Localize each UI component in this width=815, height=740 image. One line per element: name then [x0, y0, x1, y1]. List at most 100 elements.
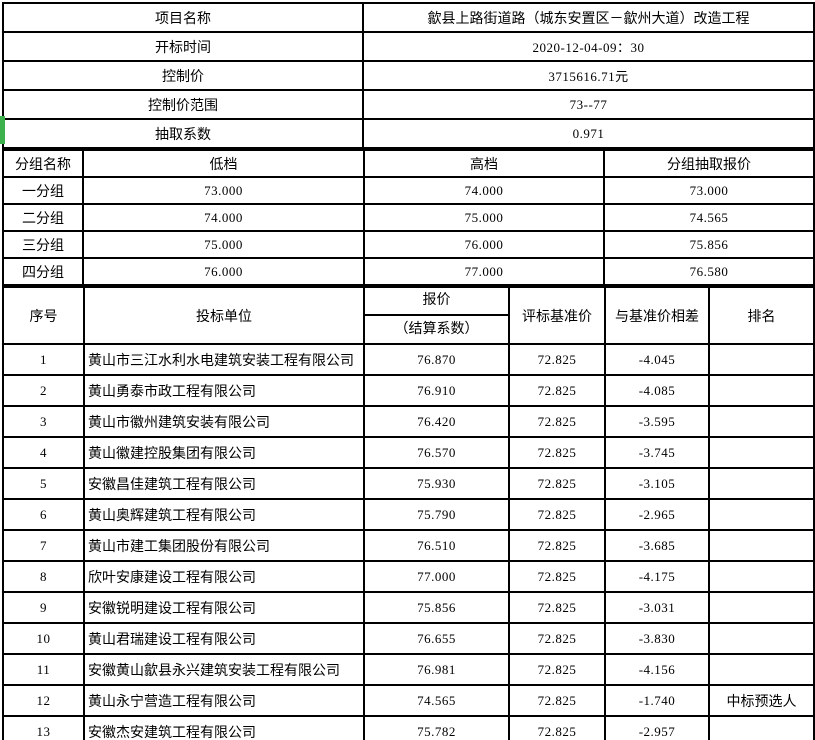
- bid-rank-cell: [708, 498, 815, 531]
- bid-base-cell: 72.825: [508, 684, 606, 717]
- bid-diff-cell: -3.830: [604, 622, 710, 655]
- group-header-extracted-quote: 分组抽取报价: [603, 149, 815, 178]
- bid-diff-cell: -4.175: [604, 560, 710, 593]
- bid-row-4: 4 黄山徽建控股集团有限公司 76.570 72.825 -3.745: [2, 436, 815, 469]
- bid-row-5: 5 安徽昌佳建筑工程有限公司 75.930 72.825 -3.105: [2, 467, 815, 500]
- bid-row-12: 12 黄山永宁营造工程有限公司 74.565 72.825 -1.740 中标预…: [2, 684, 815, 717]
- bid-diff-cell: -4.156: [604, 653, 710, 686]
- bid-base-cell: 72.825: [508, 560, 606, 593]
- bid-diff-cell: -3.031: [604, 591, 710, 624]
- bid-rank-cell: [708, 653, 815, 686]
- bid-company-cell: 黄山市三江水利水电建筑安装工程有限公司: [83, 343, 365, 376]
- info-row-control-price: 控制价 3715616.71元: [2, 60, 815, 91]
- bid-price-cell: 76.910: [363, 374, 510, 407]
- group-row-4: 四分组 76.000 77.000 76.580: [2, 257, 815, 286]
- bid-price-cell: 75.930: [363, 467, 510, 500]
- bid-diff-cell: -1.740: [604, 684, 710, 717]
- group-row-2: 二分组 74.000 75.000 74.565: [2, 203, 815, 232]
- group-row-3: 三分组 75.000 76.000 75.856: [2, 230, 815, 259]
- group-name-cell: 二分组: [2, 203, 84, 232]
- project-info-table: 项目名称 歙县上路街道路（城东安置区－歙州大道）改造工程 开标时间 2020-1…: [2, 2, 815, 149]
- info-value-project-name: 歙县上路街道路（城东安置区－歙州大道）改造工程: [362, 2, 815, 33]
- bid-rank-winner-candidate: 中标预选人: [708, 684, 815, 717]
- group-low-cell: 74.000: [82, 203, 365, 232]
- bid-company-cell: 黄山奥辉建筑工程有限公司: [83, 498, 365, 531]
- bid-row-2: 2 黄山勇泰市政工程有限公司 76.910 72.825 -4.085: [2, 374, 815, 407]
- bid-no-cell: 12: [2, 684, 85, 717]
- bid-row-3: 3 黄山市徽州建筑安装有限公司 76.420 72.825 -3.595: [2, 405, 815, 438]
- group-high-cell: 77.000: [363, 257, 605, 286]
- info-row-open-time: 开标时间 2020-12-04-09：30: [2, 31, 815, 62]
- bid-diff-cell: -4.085: [604, 374, 710, 407]
- bid-no-cell: 6: [2, 498, 85, 531]
- bid-price-cell: 76.655: [363, 622, 510, 655]
- bid-no-cell: 2: [2, 374, 85, 407]
- bid-price-cell: 77.000: [363, 560, 510, 593]
- info-row-price-range: 控制价范围 73--77: [2, 89, 815, 120]
- bid-price-cell: 76.420: [363, 405, 510, 438]
- group-low-cell: 73.000: [82, 176, 365, 205]
- bid-row-9: 9 安徽锐明建设工程有限公司 75.856 72.825 -3.031: [2, 591, 815, 624]
- group-extraction-table: 分组名称 低档 高档 分组抽取报价 一分组 73.000 74.000 73.0…: [2, 149, 815, 286]
- bid-no-cell: 10: [2, 622, 85, 655]
- info-value-coefficient: 0.971: [362, 118, 815, 149]
- group-name-cell: 四分组: [2, 257, 84, 286]
- group-header-high: 高档: [363, 149, 605, 178]
- bid-base-cell: 72.825: [508, 467, 606, 500]
- bid-rank-cell: [708, 467, 815, 500]
- bid-no-cell: 9: [2, 591, 85, 624]
- bid-rank-cell: [708, 343, 815, 376]
- info-label-open-time: 开标时间: [2, 31, 364, 62]
- bid-header-diff: 与基准价相差: [604, 286, 710, 345]
- group-header-low: 低档: [82, 149, 365, 178]
- bid-no-cell: 1: [2, 343, 85, 376]
- info-row-project-name: 项目名称 歙县上路街道路（城东安置区－歙州大道）改造工程: [2, 2, 815, 33]
- bid-company-cell: 安徽锐明建设工程有限公司: [83, 591, 365, 624]
- bid-diff-cell: -4.045: [604, 343, 710, 376]
- bid-row-1: 1 黄山市三江水利水电建筑安装工程有限公司 76.870 72.825 -4.0…: [2, 343, 815, 376]
- bid-company-cell: 黄山市建工集团股份有限公司: [83, 529, 365, 562]
- info-label-project-name: 项目名称: [2, 2, 364, 33]
- bid-company-cell: 安徽杰安建筑工程有限公司: [83, 715, 365, 740]
- bid-base-cell: 72.825: [508, 405, 606, 438]
- bid-no-cell: 11: [2, 653, 85, 686]
- group-quote-cell: 75.856: [603, 230, 815, 259]
- bid-row-8: 8 欣叶安康建设工程有限公司 77.000 72.825 -4.175: [2, 560, 815, 593]
- bid-rank-cell: [708, 374, 815, 407]
- bid-price-cell: 76.981: [363, 653, 510, 686]
- bid-no-cell: 5: [2, 467, 85, 500]
- bid-diff-cell: -3.595: [604, 405, 710, 438]
- bid-no-cell: 7: [2, 529, 85, 562]
- bid-rank-cell: [708, 560, 815, 593]
- info-label-control-price: 控制价: [2, 60, 364, 91]
- bid-base-cell: 72.825: [508, 529, 606, 562]
- bid-row-6: 6 黄山奥辉建筑工程有限公司 75.790 72.825 -2.965: [2, 498, 815, 531]
- bid-header-price-line1: 报价: [366, 289, 507, 316]
- info-row-coefficient: 抽取系数 0.971: [2, 118, 815, 149]
- bid-diff-cell: -2.965: [604, 498, 710, 531]
- bid-company-cell: 黄山勇泰市政工程有限公司: [83, 374, 365, 407]
- bid-price-cell: 75.856: [363, 591, 510, 624]
- bid-base-cell: 72.825: [508, 436, 606, 469]
- bid-base-cell: 72.825: [508, 498, 606, 531]
- group-header-row: 分组名称 低档 高档 分组抽取报价: [2, 149, 815, 178]
- bid-row-10: 10 黄山君瑞建设工程有限公司 76.655 72.825 -3.830: [2, 622, 815, 655]
- bid-base-cell: 72.825: [508, 374, 606, 407]
- group-row-1: 一分组 73.000 74.000 73.000: [2, 176, 815, 205]
- selected-row-marker: [0, 116, 5, 144]
- bidders-table: 序号 投标单位 报价 （结算系数） 评标基准价 与基准价相差 排名 1 黄山市三…: [2, 286, 815, 740]
- group-low-cell: 75.000: [82, 230, 365, 259]
- bid-diff-cell: -3.745: [604, 436, 710, 469]
- bid-company-cell: 黄山君瑞建设工程有限公司: [83, 622, 365, 655]
- bid-base-cell: 72.825: [508, 343, 606, 376]
- bid-rank-cell: [708, 715, 815, 740]
- bid-diff-cell: -3.105: [604, 467, 710, 500]
- bid-base-cell: 72.825: [508, 622, 606, 655]
- group-high-cell: 74.000: [363, 176, 605, 205]
- info-label-price-range: 控制价范围: [2, 89, 364, 120]
- bid-no-cell: 8: [2, 560, 85, 593]
- bid-base-cell: 72.825: [508, 715, 606, 740]
- bid-base-cell: 72.825: [508, 591, 606, 624]
